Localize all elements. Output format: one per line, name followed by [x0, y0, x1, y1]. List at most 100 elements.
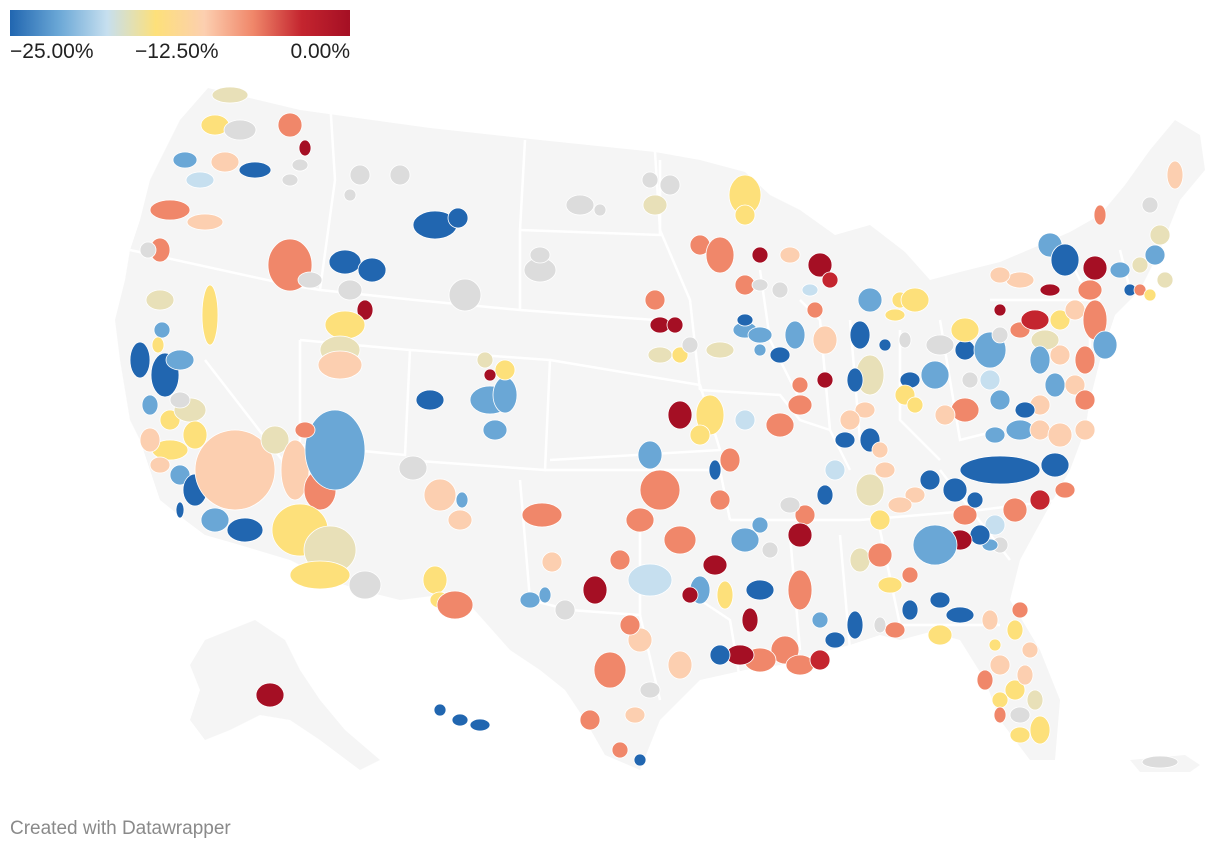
metro-area — [734, 204, 756, 226]
metro-area — [904, 486, 926, 504]
metro-area — [659, 174, 681, 196]
metro-area — [1082, 255, 1108, 281]
metro-area — [169, 391, 191, 409]
metro-area — [624, 706, 646, 724]
metro-area — [529, 246, 551, 264]
metro-area — [906, 396, 924, 414]
metro-area — [887, 496, 913, 514]
metro-area — [1029, 715, 1051, 745]
metro-area — [751, 278, 769, 292]
metro-area — [806, 301, 824, 319]
metro-area — [175, 501, 185, 519]
color-legend: −25.00% −12.50% 0.00% — [10, 10, 350, 66]
metro-area — [1030, 329, 1060, 351]
metro-area — [989, 654, 1011, 676]
metro-area — [761, 541, 779, 559]
metro-area — [681, 586, 699, 604]
metro-area — [317, 350, 363, 380]
metro-area — [816, 484, 834, 506]
metro-area — [1047, 422, 1073, 448]
metro-area — [149, 456, 171, 474]
metro-area — [719, 447, 741, 473]
metro-area — [1029, 419, 1051, 441]
metro-area — [328, 249, 362, 275]
metro-area — [139, 427, 161, 453]
metro-area — [945, 606, 975, 624]
metro-area — [927, 624, 953, 646]
metro-area — [1064, 374, 1086, 396]
metro-area — [671, 346, 689, 364]
metro-area — [1016, 664, 1034, 686]
metro-area — [1049, 344, 1071, 366]
metro-area — [139, 241, 157, 259]
metro-area — [582, 575, 608, 605]
metro-area — [1039, 283, 1061, 297]
metro-area — [787, 569, 813, 611]
metro-area — [878, 338, 892, 352]
metro-area — [689, 424, 711, 446]
metro-area — [538, 586, 552, 604]
metro-area — [857, 287, 883, 313]
metro-area — [667, 400, 693, 430]
state-border-line — [318, 99, 656, 322]
metro-area — [1002, 497, 1028, 523]
metro-area — [436, 590, 474, 620]
credit-text: Created with Datawrapper — [10, 818, 231, 839]
metro-area — [1156, 271, 1174, 289]
metro-area — [151, 336, 165, 354]
metro-area — [619, 614, 641, 636]
metro-area — [751, 246, 769, 264]
metro-area — [993, 706, 1007, 724]
metro-area — [1040, 452, 1070, 478]
metro-area — [991, 326, 1009, 344]
metro-area — [705, 341, 735, 359]
metro-area — [565, 194, 595, 216]
metro-area — [966, 491, 984, 509]
metro-area — [639, 469, 681, 511]
metro-area — [627, 563, 673, 597]
metro-area — [1026, 689, 1044, 711]
metro-areas — [129, 86, 1184, 769]
metro-area — [647, 346, 673, 364]
metro-area — [356, 299, 374, 321]
metro-area — [807, 252, 833, 278]
metro-area — [482, 419, 508, 441]
metro-area — [846, 610, 864, 640]
metro-area — [979, 369, 1001, 391]
metro-area — [149, 199, 191, 221]
metro-area — [625, 507, 655, 533]
metro-area — [422, 565, 448, 595]
metro-area — [873, 616, 887, 634]
metro-area — [934, 404, 956, 426]
metro-area — [779, 246, 801, 264]
metro-area — [593, 203, 607, 217]
metro-area — [663, 525, 697, 555]
metro-area — [981, 609, 999, 631]
metro-area — [976, 669, 994, 691]
metro-area — [642, 194, 668, 216]
metro-area — [779, 496, 801, 514]
metro-area — [961, 371, 979, 389]
metro-area — [423, 478, 457, 512]
metro-area — [455, 491, 469, 509]
metro-area — [942, 477, 968, 503]
metro-area — [969, 524, 991, 546]
metro-area — [349, 164, 371, 186]
metro-area — [521, 502, 563, 528]
metro-area — [200, 507, 230, 533]
metro-area — [141, 394, 159, 416]
metro-area — [469, 718, 491, 732]
metro-area — [165, 349, 195, 371]
metro-area — [901, 599, 919, 621]
metro-area — [211, 86, 249, 104]
metro-area — [611, 741, 629, 759]
metro-area — [1077, 279, 1103, 301]
metro-area — [920, 360, 950, 390]
metro-area — [989, 389, 1011, 411]
metro-area — [1009, 706, 1031, 724]
metro-area — [415, 389, 445, 411]
metro-area — [1093, 204, 1107, 226]
metro-area — [702, 554, 728, 576]
metro-area — [637, 440, 663, 470]
metro-area — [433, 703, 447, 717]
